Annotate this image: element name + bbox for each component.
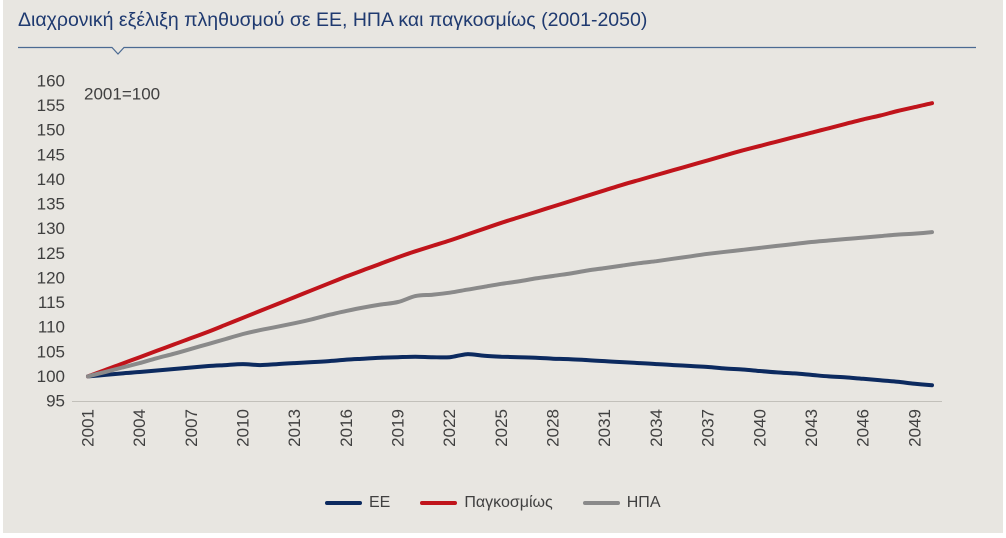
x-tick-label: 2025 (492, 409, 511, 447)
legend-item-eu: ΕΕ (325, 494, 390, 512)
y-tick-label: 130 (37, 219, 65, 238)
x-tick-label: 2022 (440, 409, 459, 447)
x-tick-label: 2031 (595, 409, 614, 447)
series-line-eu (86, 352, 934, 388)
y-tick-label: 110 (38, 318, 65, 337)
x-axis: 2001 2004 2007 2010 2013 2016 2019 2022 2025 2028… (79, 409, 925, 447)
legend-item-usa: ΗΠΑ (582, 494, 661, 512)
index-base-note: 2001=100 (84, 85, 160, 104)
y-tick-label: 125 (37, 244, 65, 263)
x-tick-label: 2001 (79, 409, 98, 447)
series-line-world (86, 101, 934, 379)
y-tick-label: 105 (37, 342, 65, 361)
x-tick-label: 2037 (699, 409, 718, 447)
chart-panel (3, 0, 1003, 533)
legend: ΕΕ Παγκοσμίως ΗΠΑ (325, 494, 660, 512)
x-tick-label: 2034 (647, 409, 666, 447)
y-tick-label: 160 (37, 72, 65, 91)
x-tick-label: 2040 (750, 409, 769, 447)
x-tick-label: 2007 (182, 409, 201, 447)
legend-label-world: Παγκοσμίως (464, 494, 553, 511)
x-tick-label: 2046 (854, 409, 873, 447)
y-axis: 95 100 105 110 115 120 125 130 135 140 145 150 155 16… (37, 72, 65, 411)
x-tick-label: 2028 (544, 409, 563, 447)
title-rule (18, 46, 976, 55)
legend-item-world: Παγκοσμίως (420, 494, 553, 512)
legend-swatch-usa (582, 501, 620, 505)
x-tick-label: 2019 (389, 409, 408, 447)
y-tick-label: 135 (37, 195, 65, 214)
x-tick-label: 2010 (234, 409, 253, 447)
y-tick-label: 150 (37, 121, 65, 140)
chart-title: Διαχρονική εξέλιξη πληθυσμού σε ΕΕ, ΗΠΑ … (18, 9, 648, 31)
series-lines (86, 101, 934, 388)
y-tick-label: 100 (37, 367, 65, 386)
legend-label-eu: ΕΕ (369, 494, 391, 511)
x-tick-label: 2004 (130, 409, 149, 447)
y-tick-label: 140 (37, 170, 65, 189)
legend-label-usa: ΗΠΑ (626, 494, 661, 511)
x-tick-label: 2049 (905, 409, 924, 447)
y-tick-label: 95 (46, 392, 65, 411)
y-tick-label: 120 (37, 268, 65, 287)
x-tick-label: 2013 (285, 409, 304, 447)
legend-swatch-world (420, 501, 458, 505)
x-tick-label: 2016 (337, 409, 356, 447)
y-tick-label: 145 (37, 145, 65, 164)
y-tick-label: 155 (37, 96, 65, 115)
annotation-layer: 2001=100 (84, 85, 160, 104)
y-tick-label: 115 (38, 293, 65, 312)
legend-swatch-eu (325, 501, 362, 505)
x-tick-label: 2043 (802, 409, 821, 447)
series-line-usa (86, 230, 934, 379)
